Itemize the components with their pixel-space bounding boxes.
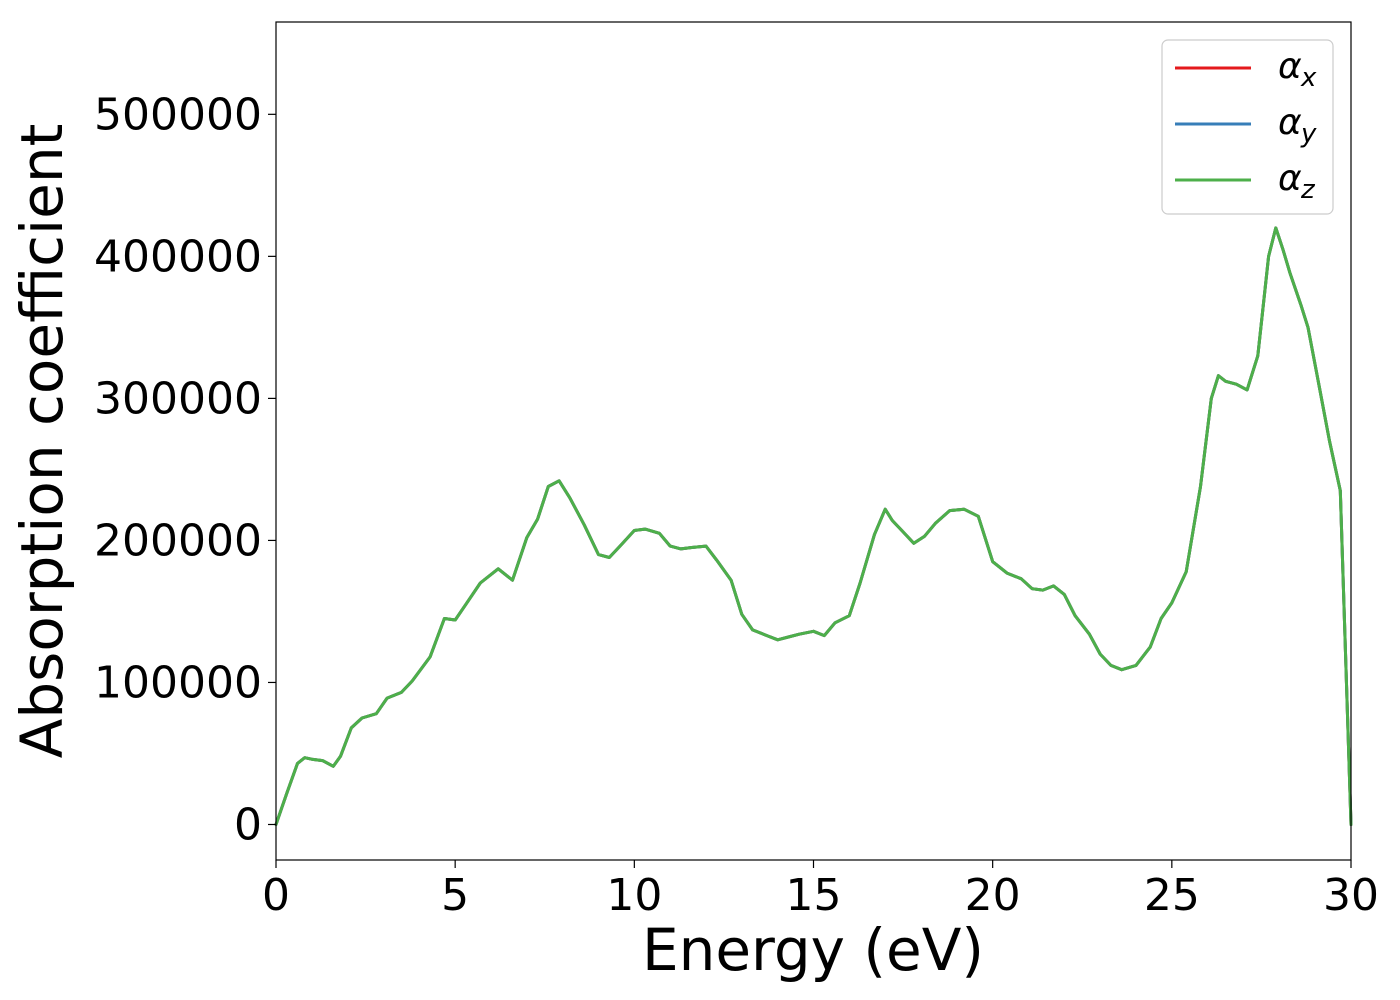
x-tick-label: 20 bbox=[965, 870, 1021, 921]
y-axis-label: Absorption coefficient bbox=[8, 124, 76, 759]
series-line-x bbox=[274, 226, 1353, 826]
y-tick-label: 400000 bbox=[94, 231, 262, 282]
legend-label-z: α bbox=[1278, 158, 1302, 199]
series-line-y bbox=[274, 226, 1353, 826]
x-tick-label: 25 bbox=[1144, 870, 1200, 921]
series-line-z bbox=[274, 226, 1353, 826]
y-tick-label: 100000 bbox=[94, 657, 262, 708]
y-tick-label: 200000 bbox=[94, 515, 262, 566]
x-tick-label: 0 bbox=[262, 870, 290, 921]
x-tick-label: 5 bbox=[441, 870, 469, 921]
legend-subscript-y: y bbox=[1300, 119, 1317, 149]
x-axis-label: Energy (eV) bbox=[642, 916, 984, 984]
legend-label-x: α bbox=[1278, 46, 1302, 87]
y-axis-ticks: 0 100000 200000 300000 400000 500000 bbox=[94, 89, 276, 850]
legend-box bbox=[1161, 39, 1334, 215]
legend-label-y: α bbox=[1278, 102, 1302, 143]
x-tick-label: 10 bbox=[606, 870, 662, 921]
y-tick-label: 500000 bbox=[94, 89, 262, 140]
plot-area bbox=[274, 226, 1353, 826]
x-axis-ticks: 0 5 10 15 20 25 30 bbox=[262, 860, 1379, 921]
legend: α xα yα z bbox=[1161, 39, 1334, 215]
legend-subscript-z: z bbox=[1300, 175, 1316, 205]
y-tick-label: 0 bbox=[234, 799, 262, 850]
legend-subscript-x: x bbox=[1300, 63, 1317, 93]
y-tick-label: 300000 bbox=[94, 373, 262, 424]
x-tick-label: 15 bbox=[786, 870, 842, 921]
x-tick-label: 30 bbox=[1323, 870, 1379, 921]
